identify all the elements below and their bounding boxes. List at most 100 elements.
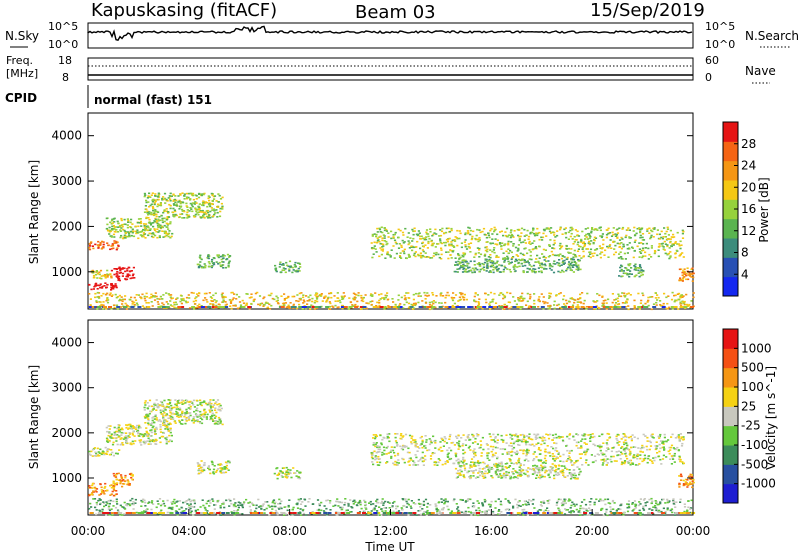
power-cell [467, 245, 470, 248]
power-cell [667, 238, 670, 240]
power-cell [116, 308, 119, 310]
velocity-cell [195, 414, 198, 416]
power-cell [374, 248, 377, 250]
power-cell [492, 266, 495, 269]
power-cell [157, 198, 160, 201]
velocity-cell [467, 447, 470, 449]
power-cell [199, 261, 202, 263]
velocity-cell [215, 420, 218, 422]
velocity-cell [425, 439, 428, 441]
power-cell [460, 298, 463, 301]
power-cell [526, 271, 529, 273]
velocity-cell [110, 484, 113, 486]
velocity-cell [470, 461, 473, 463]
power-cell [401, 239, 404, 242]
power-cell [544, 264, 547, 267]
power-ground-cell [409, 306, 414, 308]
power-cell [473, 299, 476, 301]
noise-strip: 10^5 10^0 10^5 10^0 N.Sky N.Search [5, 20, 799, 51]
power-cell [102, 241, 105, 243]
power-cell [573, 261, 576, 264]
velocity-cell [644, 435, 647, 437]
power-cell [123, 267, 126, 270]
power-cell [378, 304, 381, 307]
velocity-cell [526, 449, 529, 452]
velocity-cell [211, 415, 214, 418]
velocity-cell [598, 444, 601, 447]
power-cell [593, 301, 596, 303]
power-cell [280, 295, 283, 297]
velocity-cell [421, 441, 424, 443]
velocity-cell [615, 438, 618, 440]
power-cell [407, 240, 410, 242]
power-cell [98, 277, 102, 279]
power-cell [269, 294, 272, 297]
power-cell [121, 268, 124, 270]
power-cell [639, 266, 642, 269]
velocity-cell [619, 458, 622, 460]
velocity-cell [670, 463, 673, 465]
velocity-cell [181, 399, 184, 401]
power-cell [407, 243, 410, 246]
velocity-cell [673, 461, 676, 463]
velocity-cell [148, 439, 151, 441]
power-cell [577, 235, 581, 237]
power-cell [403, 252, 406, 255]
velocity-cell [173, 406, 176, 409]
power-cell [515, 254, 518, 256]
power-cell [483, 261, 487, 264]
power-cell [98, 297, 101, 299]
velocity-cell [625, 447, 628, 449]
velocity-cell [151, 439, 154, 441]
power-cell [623, 295, 627, 298]
velocity-cell [222, 471, 225, 474]
power-cell [688, 272, 691, 274]
power-cell [657, 296, 660, 299]
power-cell [365, 302, 368, 304]
velocity-cell [149, 435, 152, 437]
velocity-cell [572, 463, 575, 466]
velocity-cell [370, 452, 373, 454]
power-cell [628, 236, 631, 238]
velocity-cell [473, 452, 476, 455]
power-cell [534, 247, 537, 249]
power-cell [642, 239, 646, 241]
power-cell [130, 226, 133, 229]
power-cell [503, 261, 506, 263]
power-cell [162, 236, 165, 238]
power-cell [167, 232, 171, 235]
power-cell [165, 232, 168, 235]
power-cell [574, 299, 577, 301]
power-cell [666, 245, 669, 248]
power-cell [320, 305, 323, 308]
noise-frame [87, 22, 694, 49]
velocity-cell [99, 448, 102, 451]
power-cell [438, 302, 441, 304]
power-cell [621, 228, 624, 230]
cpid-value: normal (fast) 151 [94, 93, 212, 107]
velocity-cell [629, 450, 632, 453]
velocity-cell [396, 443, 399, 446]
power-ground-cell [444, 306, 449, 308]
velocity-cell [598, 445, 601, 448]
velocity-cell [151, 422, 154, 424]
power-cell [639, 236, 642, 239]
power-cell [601, 296, 604, 298]
velocity-cell [575, 460, 578, 462]
power-cell [529, 296, 532, 298]
velocity-cell [490, 439, 493, 441]
velocity-cell [196, 462, 199, 464]
power-cell [570, 258, 573, 261]
power-cell [392, 234, 395, 236]
velocity-cell [496, 433, 500, 436]
power-cell [145, 216, 148, 219]
power-cell [118, 225, 122, 227]
power-cell [448, 244, 451, 247]
velocity-cell [438, 459, 442, 462]
power-cell [176, 297, 179, 299]
power-cell [559, 253, 562, 255]
velocity-cell [515, 440, 518, 442]
velocity-cell [414, 464, 417, 466]
velocity-cell [670, 436, 673, 438]
power-cell [214, 292, 217, 295]
